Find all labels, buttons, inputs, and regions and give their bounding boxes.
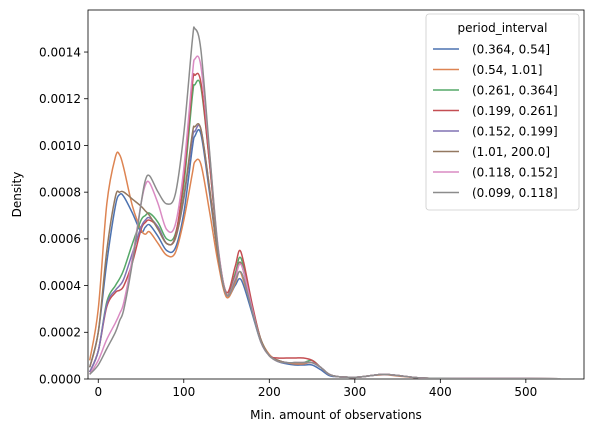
x-axis: 0 100 200 300 400 500 [94, 379, 537, 399]
legend: period_interval (0.364, 0.54] (0.54, 1.01… [425, 13, 580, 211]
y-tick-label: 0.0014 [39, 45, 81, 59]
y-tick-label: 0.0006 [39, 232, 81, 246]
legend-label: (0.261, 0.364] [472, 83, 558, 97]
legend-entry: (0.364, 0.54] [433, 42, 550, 56]
legend-label: (0.54, 1.01] [472, 63, 542, 77]
legend-title: period_interval [458, 21, 548, 35]
y-tick-label: 0.0004 [39, 279, 81, 293]
legend-entry: (0.199, 0.261] [433, 104, 558, 118]
y-tick-label: 0.0000 [39, 372, 81, 386]
legend-label: (0.364, 0.54] [472, 42, 550, 56]
legend-box [425, 13, 580, 211]
x-tick-label: 100 [172, 385, 195, 399]
legend-entry: (1.01, 200.0] [433, 145, 550, 159]
x-tick-label: 500 [514, 385, 537, 399]
legend-entry: (0.152, 0.199] [433, 124, 558, 138]
y-tick-label: 0.0010 [39, 139, 81, 153]
series-layer [88, 26, 561, 379]
legend-label: (0.099, 0.118] [472, 186, 558, 200]
y-tick-label: 0.0012 [39, 92, 81, 106]
series-line-8 [89, 26, 561, 379]
legend-entry: (0.099, 0.118] [433, 186, 558, 200]
y-tick-label: 0.0002 [39, 326, 81, 340]
legend-label: (0.118, 0.152] [472, 165, 558, 179]
legend-items: (0.364, 0.54] (0.54, 1.01] (0.261, 0.364] (… [433, 42, 558, 200]
legend-label: (0.152, 0.199] [472, 124, 558, 138]
legend-entry: (0.118, 0.152] [433, 165, 558, 179]
x-tick-label: 400 [429, 385, 452, 399]
x-tick-label: 0 [94, 385, 102, 399]
legend-entry: (0.261, 0.364] [433, 83, 558, 97]
legend-entry: (0.54, 1.01] [433, 63, 542, 77]
legend-label: (1.01, 200.0] [472, 145, 550, 159]
x-tick-label: 300 [343, 385, 366, 399]
y-axis: 0.0000 0.0002 0.0004 0.0006 0.0008 0.0010 0.00… [39, 45, 88, 386]
x-axis-label: Min. amount of observations [250, 408, 422, 422]
x-tick-label: 200 [258, 385, 281, 399]
legend-label: (0.199, 0.261] [472, 104, 558, 118]
y-tick-label: 0.0008 [39, 185, 81, 199]
y-axis-label: Density [10, 172, 24, 218]
